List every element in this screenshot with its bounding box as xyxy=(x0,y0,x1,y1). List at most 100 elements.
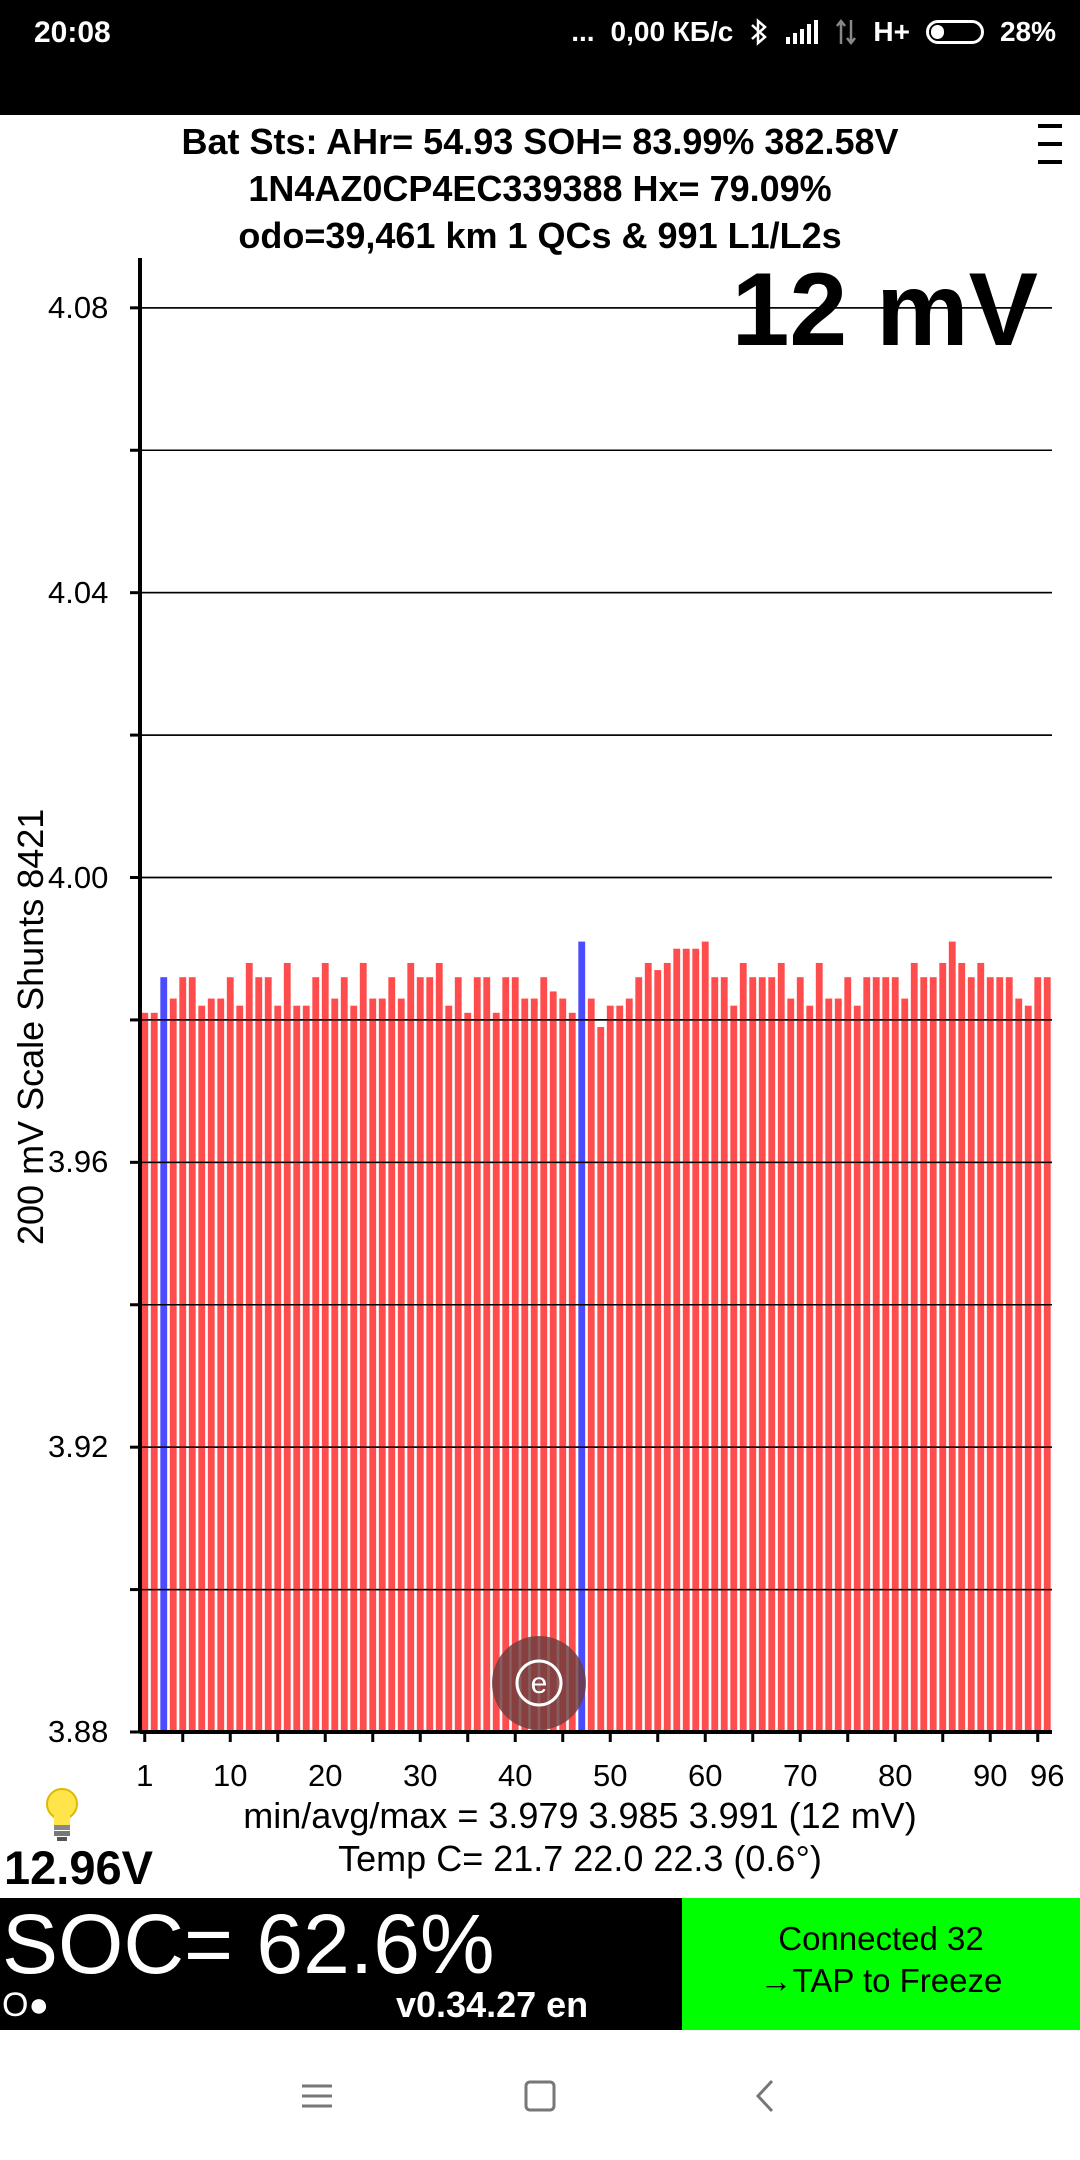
cell-bar xyxy=(597,1027,605,1732)
menu-icon[interactable] xyxy=(1038,124,1062,164)
lightbulb-icon xyxy=(46,1788,78,1841)
cell-bar xyxy=(616,1005,624,1732)
cell-bar xyxy=(701,941,709,1732)
cell-bar xyxy=(426,977,434,1732)
cell-bar xyxy=(777,962,785,1732)
cell-bar xyxy=(492,1012,500,1732)
shunted-cell-bar xyxy=(578,941,586,1732)
cell-bar xyxy=(986,977,994,1732)
cell-bar xyxy=(464,1012,472,1732)
cell-bar xyxy=(511,977,519,1732)
cell-bar xyxy=(853,1005,861,1732)
x-tick-label: 70 xyxy=(783,1758,818,1793)
cell-bar xyxy=(882,977,890,1732)
cell-bar xyxy=(996,977,1004,1732)
x-tick-label: 20 xyxy=(308,1758,343,1793)
x-tick-label: 96 xyxy=(1030,1758,1065,1793)
cell-bar xyxy=(1015,998,1023,1732)
cell-bar xyxy=(549,991,557,1732)
y-tick-label: 3.96 xyxy=(48,1144,109,1180)
cell-bar xyxy=(530,998,538,1732)
x-tick-label: 10 xyxy=(213,1758,248,1793)
cell-bar xyxy=(929,977,937,1732)
tap-to-freeze-label: →TAP to Freeze xyxy=(759,1962,1003,1999)
status-bar: 20:08 ... 0,00 КБ/с H+ 28% xyxy=(0,0,1080,115)
cell-bar xyxy=(939,962,947,1732)
cell-bar xyxy=(559,998,567,1732)
cell-bar xyxy=(188,977,196,1732)
cell-bar xyxy=(1043,977,1051,1732)
data-transfer-icon xyxy=(836,18,857,46)
cell-bar xyxy=(369,998,377,1732)
cell-bar xyxy=(863,977,871,1732)
cell-bar xyxy=(844,977,852,1732)
odometer-line: odo=39,461 km 1 QCs & 991 L1/L2s xyxy=(238,215,842,256)
cell-bar xyxy=(958,962,966,1732)
cell-bar xyxy=(1024,1005,1032,1732)
cell-bar xyxy=(483,977,491,1732)
cell-bar xyxy=(245,962,253,1732)
cell-bar xyxy=(236,1005,244,1732)
cell-bar xyxy=(283,962,291,1732)
cell-bar xyxy=(720,977,728,1732)
x-tick-label: 40 xyxy=(498,1758,533,1793)
cell-bar xyxy=(682,948,690,1732)
cell-bar xyxy=(226,977,234,1732)
scale-shunts-label: 200 mV Scale Shunts 8421 xyxy=(10,808,51,1245)
cell-bar xyxy=(977,962,985,1732)
network-speed: 0,00 КБ/с xyxy=(610,16,734,47)
cell-bar xyxy=(758,977,766,1732)
cell-bar xyxy=(321,962,329,1732)
voltage-stats: min/avg/max = 3.979 3.985 3.991 (12 mV) xyxy=(243,1795,917,1836)
cell-bar xyxy=(967,977,975,1732)
recent-apps-icon[interactable] xyxy=(287,2066,347,2126)
cell-bar xyxy=(948,941,956,1732)
network-type: H+ xyxy=(873,16,910,47)
cell-bar xyxy=(445,1005,453,1732)
cell-bar xyxy=(815,962,823,1732)
cell-bar xyxy=(350,1005,358,1732)
temperature-stats: Temp C= 21.7 22.0 22.3 (0.6°) xyxy=(338,1838,822,1879)
cell-bar xyxy=(179,977,187,1732)
connection-freeze-button[interactable]: Connected 32 →TAP to Freeze xyxy=(682,1898,1080,2030)
soc-panel[interactable]: SOC= 62.6% O● v0.34.27 en xyxy=(0,1898,682,2030)
svg-text:e: e xyxy=(531,1667,548,1700)
x-tick-label: 80 xyxy=(878,1758,913,1793)
cell-bar xyxy=(872,977,880,1732)
battery-status-line: Bat Sts: AHr= 54.93 SOH= 83.99% 382.58V xyxy=(181,121,899,162)
cell-bar xyxy=(331,998,339,1732)
cell-bar xyxy=(141,1012,149,1732)
cell-voltage-chart[interactable] xyxy=(0,0,1080,1780)
cell-bar xyxy=(587,998,595,1732)
cell-bar xyxy=(787,998,795,1732)
x-tick-label: 30 xyxy=(403,1758,438,1793)
cell-bar xyxy=(169,998,177,1732)
app-version: v0.34.27 en xyxy=(396,1984,589,2025)
cell-bar xyxy=(521,998,529,1732)
cell-bar xyxy=(644,962,652,1732)
cell-bar xyxy=(834,998,842,1732)
cell-bar xyxy=(407,962,415,1732)
cell-bar xyxy=(359,962,367,1732)
cell-bar xyxy=(198,1005,206,1732)
back-icon[interactable] xyxy=(736,2066,796,2126)
y-tick-label: 3.92 xyxy=(48,1429,109,1465)
home-icon[interactable] xyxy=(510,2066,570,2126)
cell-bar xyxy=(378,998,386,1732)
cell-bar xyxy=(825,998,833,1732)
cell-bar xyxy=(340,977,348,1732)
cell-bar xyxy=(150,1012,158,1732)
x-tick-label: 50 xyxy=(593,1758,628,1793)
cell-bar xyxy=(473,977,481,1732)
floating-e-button[interactable]: e xyxy=(492,1636,586,1730)
cell-bar xyxy=(1005,977,1013,1732)
cell-bar xyxy=(568,1012,576,1732)
cell-bar xyxy=(901,998,909,1732)
cell-bar xyxy=(768,977,776,1732)
cell-bar xyxy=(796,977,804,1732)
status-icons: ... 0,00 КБ/с H+ 28% xyxy=(571,16,1056,48)
y-tick-label: 4.00 xyxy=(48,859,109,895)
cell-bar xyxy=(502,977,510,1732)
signal-icon xyxy=(786,20,819,44)
cell-bar xyxy=(217,998,225,1732)
